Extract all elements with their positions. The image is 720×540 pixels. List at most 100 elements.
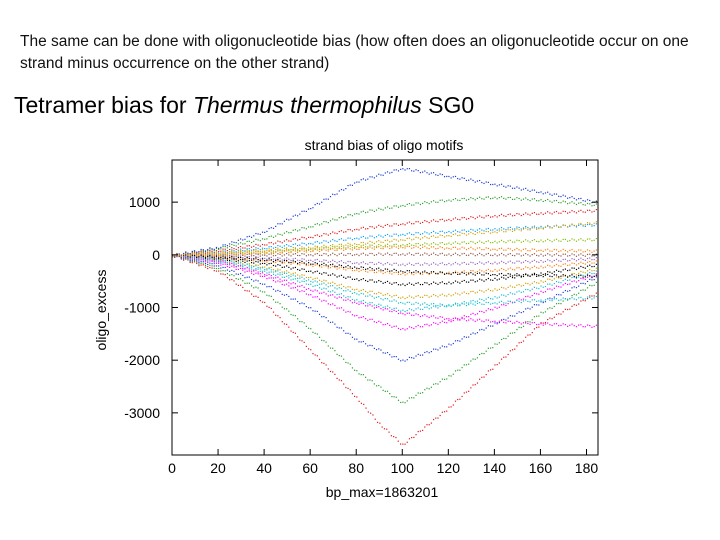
- data-point: [538, 200, 540, 202]
- data-point: [424, 271, 426, 273]
- data-point: [487, 214, 489, 217]
- data-point: [391, 254, 393, 256]
- data-point: [549, 317, 551, 319]
- data-point: [430, 324, 432, 326]
- data-point: [459, 398, 461, 400]
- data-point: [395, 252, 397, 254]
- data-point: [283, 232, 286, 234]
- data-point: [481, 254, 483, 256]
- data-point: [187, 256, 189, 258]
- data-point: [395, 233, 397, 235]
- data-point: [305, 288, 307, 290]
- data-point: [544, 212, 547, 214]
- tick-layer: 0 20 40 60 80 100 120 140 160 18010000-1000-2000-…: [124, 160, 598, 476]
- data-point: [362, 278, 364, 280]
- data-point: [202, 251, 204, 253]
- data-point: [533, 322, 536, 324]
- data-point: [437, 244, 439, 246]
- data-point: [246, 240, 248, 243]
- data-point: [244, 282, 246, 284]
- data-point: [492, 298, 494, 300]
- data-point: [454, 198, 457, 200]
- data-point: [244, 253, 246, 255]
- data-point: [281, 255, 283, 257]
- data-point: [461, 317, 463, 320]
- data-point: [507, 303, 509, 305]
- data-point: [235, 257, 237, 259]
- data-point: [367, 268, 369, 270]
- data-point: [544, 311, 547, 313]
- data-point: [266, 286, 268, 288]
- data-point: [415, 270, 417, 272]
- data-point: [452, 294, 454, 296]
- data-point: [299, 254, 301, 257]
- data-point: [360, 241, 362, 244]
- data-point: [351, 288, 354, 290]
- data-point: [522, 240, 525, 242]
- data-point: [316, 223, 318, 225]
- data-point: [386, 239, 389, 241]
- data-point: [321, 339, 323, 341]
- data-point: [237, 265, 239, 267]
- data-point: [382, 306, 384, 308]
- data-point: [389, 235, 391, 237]
- data-point: [558, 240, 560, 242]
- data-point: [531, 299, 533, 301]
- data-point: [522, 254, 525, 256]
- data-point: [419, 283, 422, 286]
- data-point: [483, 303, 485, 305]
- data-point: [395, 169, 397, 171]
- data-point: [253, 255, 255, 257]
- data-point: [213, 257, 215, 259]
- data-point: [224, 250, 226, 252]
- data-point: [382, 226, 384, 228]
- data-point: [255, 256, 257, 258]
- data-point: [465, 274, 468, 276]
- data-point: [207, 253, 209, 255]
- data-point: [505, 322, 507, 324]
- data-point: [364, 263, 367, 265]
- data-point: [292, 215, 294, 217]
- data-point: [529, 296, 531, 298]
- data-point: [268, 273, 270, 275]
- data-point: [237, 284, 239, 287]
- data-point: [483, 329, 485, 331]
- data-point: [509, 292, 511, 294]
- data-point: [531, 273, 533, 275]
- data-point: [454, 292, 457, 294]
- data-point: [496, 249, 498, 251]
- data-point: [286, 265, 288, 267]
- data-point: [520, 341, 522, 343]
- data-point: [479, 353, 481, 356]
- data-point: [321, 249, 323, 251]
- data-point: [586, 273, 589, 275]
- data-point: [461, 246, 463, 248]
- data-point: [244, 247, 246, 249]
- data-point: [516, 284, 518, 286]
- data-point: [226, 255, 229, 257]
- data-point: [492, 274, 494, 276]
- data-point: [185, 251, 187, 253]
- data-point: [511, 332, 514, 334]
- data-point: [525, 253, 527, 255]
- data-point: [343, 254, 345, 256]
- data-point: [244, 250, 246, 252]
- data-point: [380, 386, 382, 388]
- series-10: [172, 237, 597, 257]
- data-point: [481, 328, 483, 331]
- data-point: [435, 220, 437, 222]
- data-point: [402, 233, 404, 235]
- data-point: [479, 329, 481, 331]
- data-point: [511, 262, 514, 264]
- data-point: [417, 221, 419, 223]
- data-point: [395, 282, 397, 284]
- data-point: [250, 253, 253, 256]
- data-point: [338, 260, 340, 263]
- data-point: [229, 255, 231, 257]
- data-point: [369, 261, 371, 264]
- data-point: [207, 258, 209, 261]
- data-point: [229, 248, 231, 251]
- data-point: [301, 236, 303, 238]
- data-point: [591, 225, 593, 227]
- data-point: [351, 215, 354, 217]
